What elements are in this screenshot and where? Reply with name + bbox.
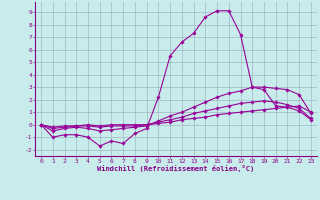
X-axis label: Windchill (Refroidissement éolien,°C): Windchill (Refroidissement éolien,°C) (97, 165, 255, 172)
